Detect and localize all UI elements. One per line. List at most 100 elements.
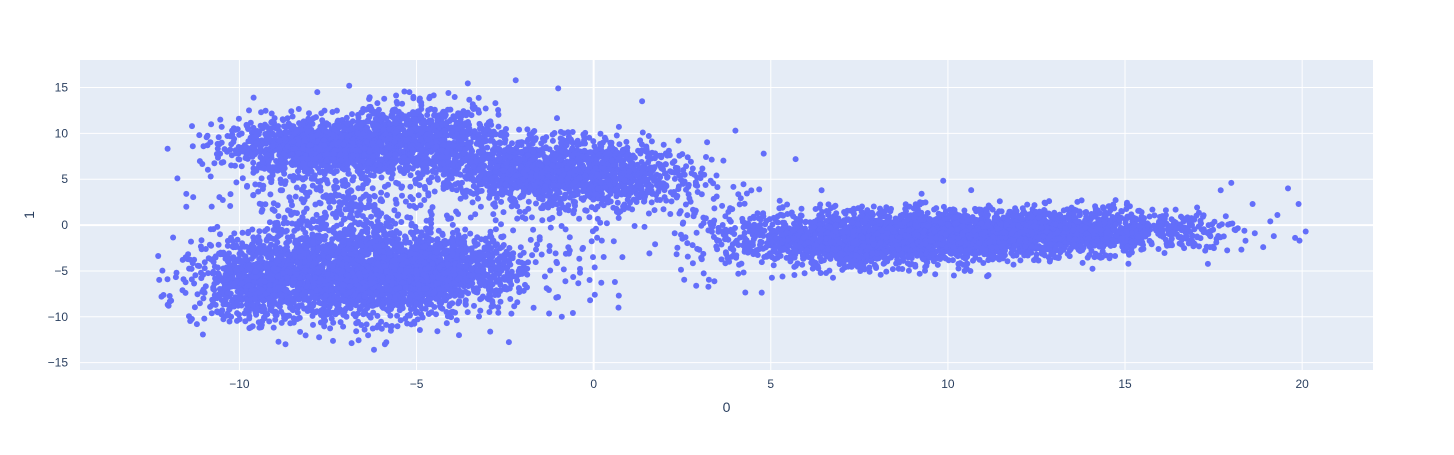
scatter-point: [335, 118, 341, 124]
scatter-point: [470, 164, 476, 170]
scatter-point: [483, 106, 489, 112]
scatter-point: [404, 137, 410, 143]
scatter-point: [536, 152, 542, 158]
scatter-point: [533, 174, 539, 180]
scatter-point: [519, 194, 525, 200]
scatter-point: [503, 131, 509, 137]
scatter-point: [399, 101, 405, 107]
scatter-point: [490, 201, 496, 207]
scatter-point: [245, 138, 251, 144]
scatter-point: [552, 195, 558, 201]
scatter-point: [467, 231, 473, 237]
scatter-point: [604, 220, 610, 226]
scatter-point: [392, 151, 398, 157]
scatter-point: [434, 143, 440, 149]
scatter-point: [497, 140, 503, 146]
scatter-point: [334, 108, 340, 114]
scatter-point: [439, 154, 445, 160]
scatter-point: [598, 179, 604, 185]
scatter-point: [330, 338, 336, 344]
scatter-point: [298, 126, 304, 132]
scatter-point: [263, 108, 269, 114]
scatter-point: [530, 149, 536, 155]
scatter-point: [240, 230, 246, 236]
scatter-point: [497, 132, 503, 138]
scatter-point: [313, 114, 319, 120]
scatter-point: [679, 151, 685, 157]
scatter-point: [155, 253, 161, 259]
scatter-point: [596, 152, 602, 158]
scatter-point: [695, 189, 701, 195]
scatter-point: [492, 100, 498, 106]
scatter-point: [258, 123, 264, 129]
scatter-point: [437, 132, 443, 138]
scatter-point: [463, 189, 469, 195]
scatter-point: [525, 152, 531, 158]
scatter-point: [477, 188, 483, 194]
scatter-point: [443, 112, 449, 118]
scatter-point: [236, 157, 242, 163]
scatter-point: [646, 133, 652, 139]
scatter-point: [450, 143, 456, 149]
scatter-point: [253, 140, 259, 146]
scatter-point: [379, 175, 385, 181]
scatter-point: [741, 181, 747, 187]
scatter-point: [319, 117, 325, 123]
scatter-point: [621, 183, 627, 189]
scatter-point: [251, 134, 257, 140]
scatter-point: [426, 131, 432, 137]
scatter-point: [579, 153, 585, 159]
scatter-point: [233, 147, 239, 153]
scatter-point: [370, 154, 376, 160]
scatter-point: [507, 154, 513, 160]
scatter-point: [269, 111, 275, 117]
scatter-point: [550, 138, 556, 144]
scatter-point: [466, 126, 472, 132]
scatter-point: [661, 206, 667, 212]
scatter-point: [558, 129, 564, 135]
scatter-point: [534, 167, 540, 173]
scatter-point: [609, 140, 615, 146]
scatter-point: [592, 206, 598, 212]
scatter-point: [490, 211, 496, 217]
scatter-point: [611, 175, 617, 181]
scatter-point: [556, 169, 562, 175]
scatter-point: [506, 339, 512, 345]
scatter-point: [565, 175, 571, 181]
scatter-point: [624, 145, 630, 151]
scatter-point: [393, 180, 399, 186]
scatter-point: [331, 151, 337, 157]
scatter-point: [538, 140, 544, 146]
scatter-point: [671, 189, 677, 195]
scatter-point: [675, 165, 681, 171]
scatter-point: [205, 142, 211, 148]
scatter-point: [616, 124, 622, 130]
scatter-point: [571, 207, 577, 213]
scatter-point: [349, 111, 355, 117]
scatter-point: [323, 158, 329, 164]
scatter-point: [455, 162, 461, 168]
scatter-point: [387, 121, 393, 127]
scatter-point: [614, 133, 620, 139]
scatter-point: [453, 114, 459, 120]
scatter-point: [268, 119, 274, 125]
scatter-point: [255, 149, 261, 155]
scatter-point: [730, 184, 736, 190]
scatter-point: [644, 149, 650, 155]
scatter-point: [496, 146, 502, 152]
scatter-point: [165, 146, 171, 152]
scatter-point: [409, 150, 415, 156]
scatter-point: [428, 149, 434, 155]
scatter-point: [704, 139, 710, 145]
scatter-point: [586, 214, 592, 220]
scatter-point: [259, 175, 265, 181]
scatter-point: [648, 171, 654, 177]
scatter-point: [544, 165, 550, 171]
scatter-point: [349, 340, 355, 346]
scatter-point: [253, 168, 259, 174]
scatter-point: [619, 149, 625, 155]
scatter-point: [640, 130, 646, 136]
scatter-point: [366, 134, 372, 140]
scatter-point: [316, 154, 322, 160]
scatter-point: [454, 120, 460, 126]
